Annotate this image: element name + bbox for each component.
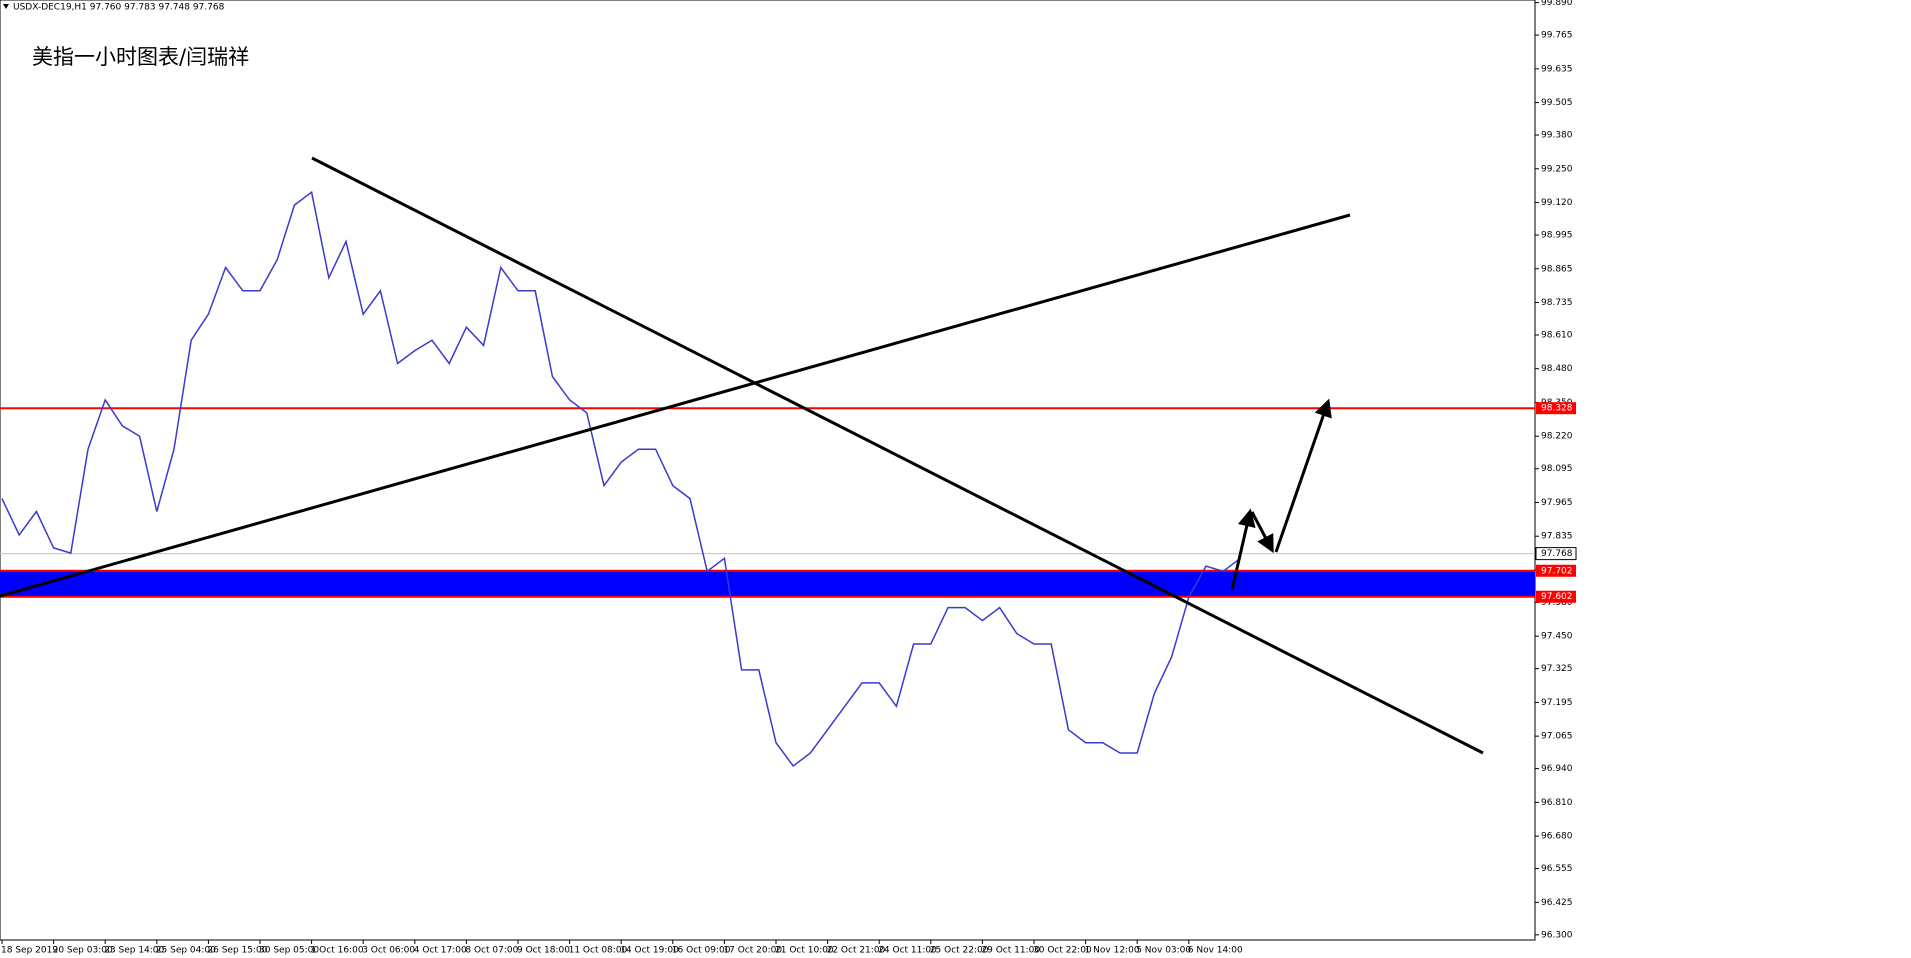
level-box <box>1536 590 1576 603</box>
y-tick-label: 97.580 <box>1541 598 1573 608</box>
x-tick-label: 25 Oct 22:00 <box>930 946 989 956</box>
x-tick-label: 9 Oct 18:00 <box>517 946 570 956</box>
y-tick-label: 96.555 <box>1541 864 1573 874</box>
y-tick-label: 99.635 <box>1541 64 1573 74</box>
x-tick-label: 23 Sep 14:00 <box>104 946 164 956</box>
x-tick-label: 4 Oct 17:00 <box>414 946 467 956</box>
x-tick-label: 1 Oct 16:00 <box>311 946 364 956</box>
x-tick-label: 17 Oct 20:00 <box>723 946 782 956</box>
price-line <box>1 190 1241 768</box>
x-tick-label: 22 Oct 21:00 <box>827 946 886 956</box>
chart-title: 美指一小时图表/闫瑞祥 <box>32 45 249 69</box>
x-tick-label: 11 Oct 08:00 <box>569 946 628 956</box>
x-tick-label: 18 Sep 2019 <box>1 946 58 956</box>
y-tick-label: 97.325 <box>1541 664 1573 674</box>
support-zone <box>0 570 1535 597</box>
level-label: 98.328 <box>1541 404 1573 414</box>
y-tick-label: 98.865 <box>1541 264 1573 274</box>
y-tick-label: 98.095 <box>1541 464 1573 474</box>
arrow <box>1230 508 1256 591</box>
x-tick-label: 5 Nov 03:00 <box>1136 946 1191 956</box>
x-tick-label: 30 Sep 05:00 <box>259 946 319 956</box>
y-tick-label: 99.765 <box>1541 31 1573 41</box>
y-tick-label: 97.450 <box>1541 632 1573 642</box>
x-tick-label: 26 Sep 15:00 <box>207 946 267 956</box>
x-tick-label: 8 Oct 07:00 <box>465 946 518 956</box>
x-tick-label: 3 Oct 06:00 <box>362 946 415 956</box>
y-tick-label: 99.250 <box>1541 164 1573 174</box>
plot-frame <box>0 0 1536 941</box>
level-box <box>1536 564 1576 577</box>
x-tick-label: 16 Oct 09:00 <box>672 946 731 956</box>
x-tick-label: 29 Oct 11:00 <box>981 946 1040 956</box>
level-label: 97.602 <box>1541 592 1573 602</box>
y-tick-label: 98.610 <box>1541 330 1573 340</box>
x-tick-label: 25 Sep 04:00 <box>156 946 216 956</box>
y-tick-label: 96.425 <box>1541 898 1573 908</box>
x-tick-label: 30 Oct 22:00 <box>1033 946 1092 956</box>
y-tick-label: 97.835 <box>1541 532 1573 542</box>
y-tick-label: 98.995 <box>1541 231 1573 241</box>
y-tick-label: 99.505 <box>1541 98 1573 108</box>
arrow <box>1250 511 1274 554</box>
trend-line <box>0 213 1351 598</box>
y-tick-label: 97.065 <box>1541 732 1573 742</box>
y-tick-label: 99.380 <box>1541 131 1573 141</box>
last-price-box <box>1535 547 1577 561</box>
menu-icon[interactable] <box>3 4 9 9</box>
trend-line <box>311 156 1484 755</box>
x-tick-label: 24 Oct 11:00 <box>878 946 937 956</box>
y-tick-label: 98.480 <box>1541 364 1573 374</box>
y-tick-label: 99.890 <box>1541 0 1573 8</box>
x-tick-label: 14 Oct 19:00 <box>620 946 679 956</box>
level-box <box>1536 402 1576 415</box>
y-tick-label: 96.300 <box>1541 930 1573 940</box>
x-tick-label: 1 Nov 12:00 <box>1085 946 1140 956</box>
x-tick-label: 20 Sep 03:00 <box>53 946 113 956</box>
level-label: 97.702 <box>1541 566 1573 576</box>
y-tick-label: 96.810 <box>1541 798 1573 808</box>
y-tick-label: 98.220 <box>1541 432 1573 442</box>
y-tick-label: 99.120 <box>1541 198 1573 208</box>
y-tick-label: 96.940 <box>1541 764 1573 774</box>
last-price-label: 97.768 <box>1541 549 1573 559</box>
header: USDX-DEC19,H1 97.760 97.783 97.748 97.76… <box>13 3 225 13</box>
y-tick-label: 98.735 <box>1541 298 1573 308</box>
x-tick-label: 21 Oct 10:00 <box>775 946 834 956</box>
y-tick-label: 96.680 <box>1541 832 1573 842</box>
y-tick-label: 97.195 <box>1541 698 1573 708</box>
x-tick-label: 6 Nov 14:00 <box>1188 946 1243 956</box>
y-tick-label: 97.965 <box>1541 498 1573 508</box>
arrow <box>1274 398 1332 553</box>
